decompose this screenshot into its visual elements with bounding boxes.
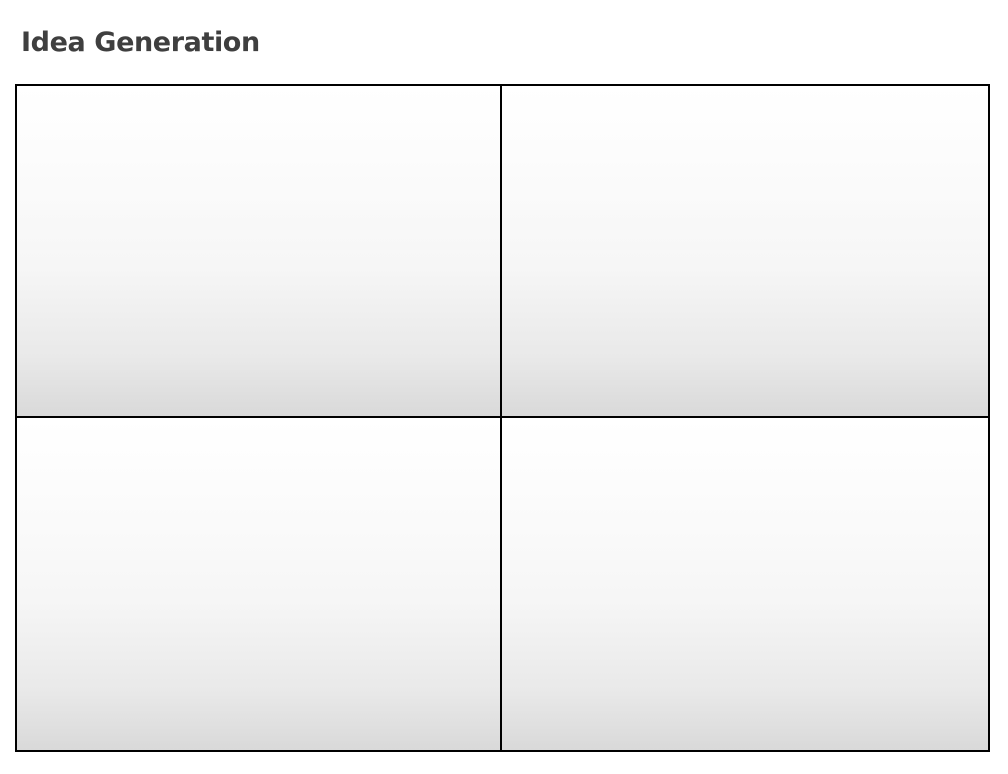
page-title: Idea Generation — [21, 27, 260, 58]
quadrant-grid — [15, 84, 990, 752]
quadrant-bottom-right[interactable] — [502, 418, 988, 750]
quadrant-bottom-left[interactable] — [17, 418, 502, 750]
quadrant-top-right[interactable] — [502, 86, 988, 418]
quadrant-top-left[interactable] — [17, 86, 502, 418]
